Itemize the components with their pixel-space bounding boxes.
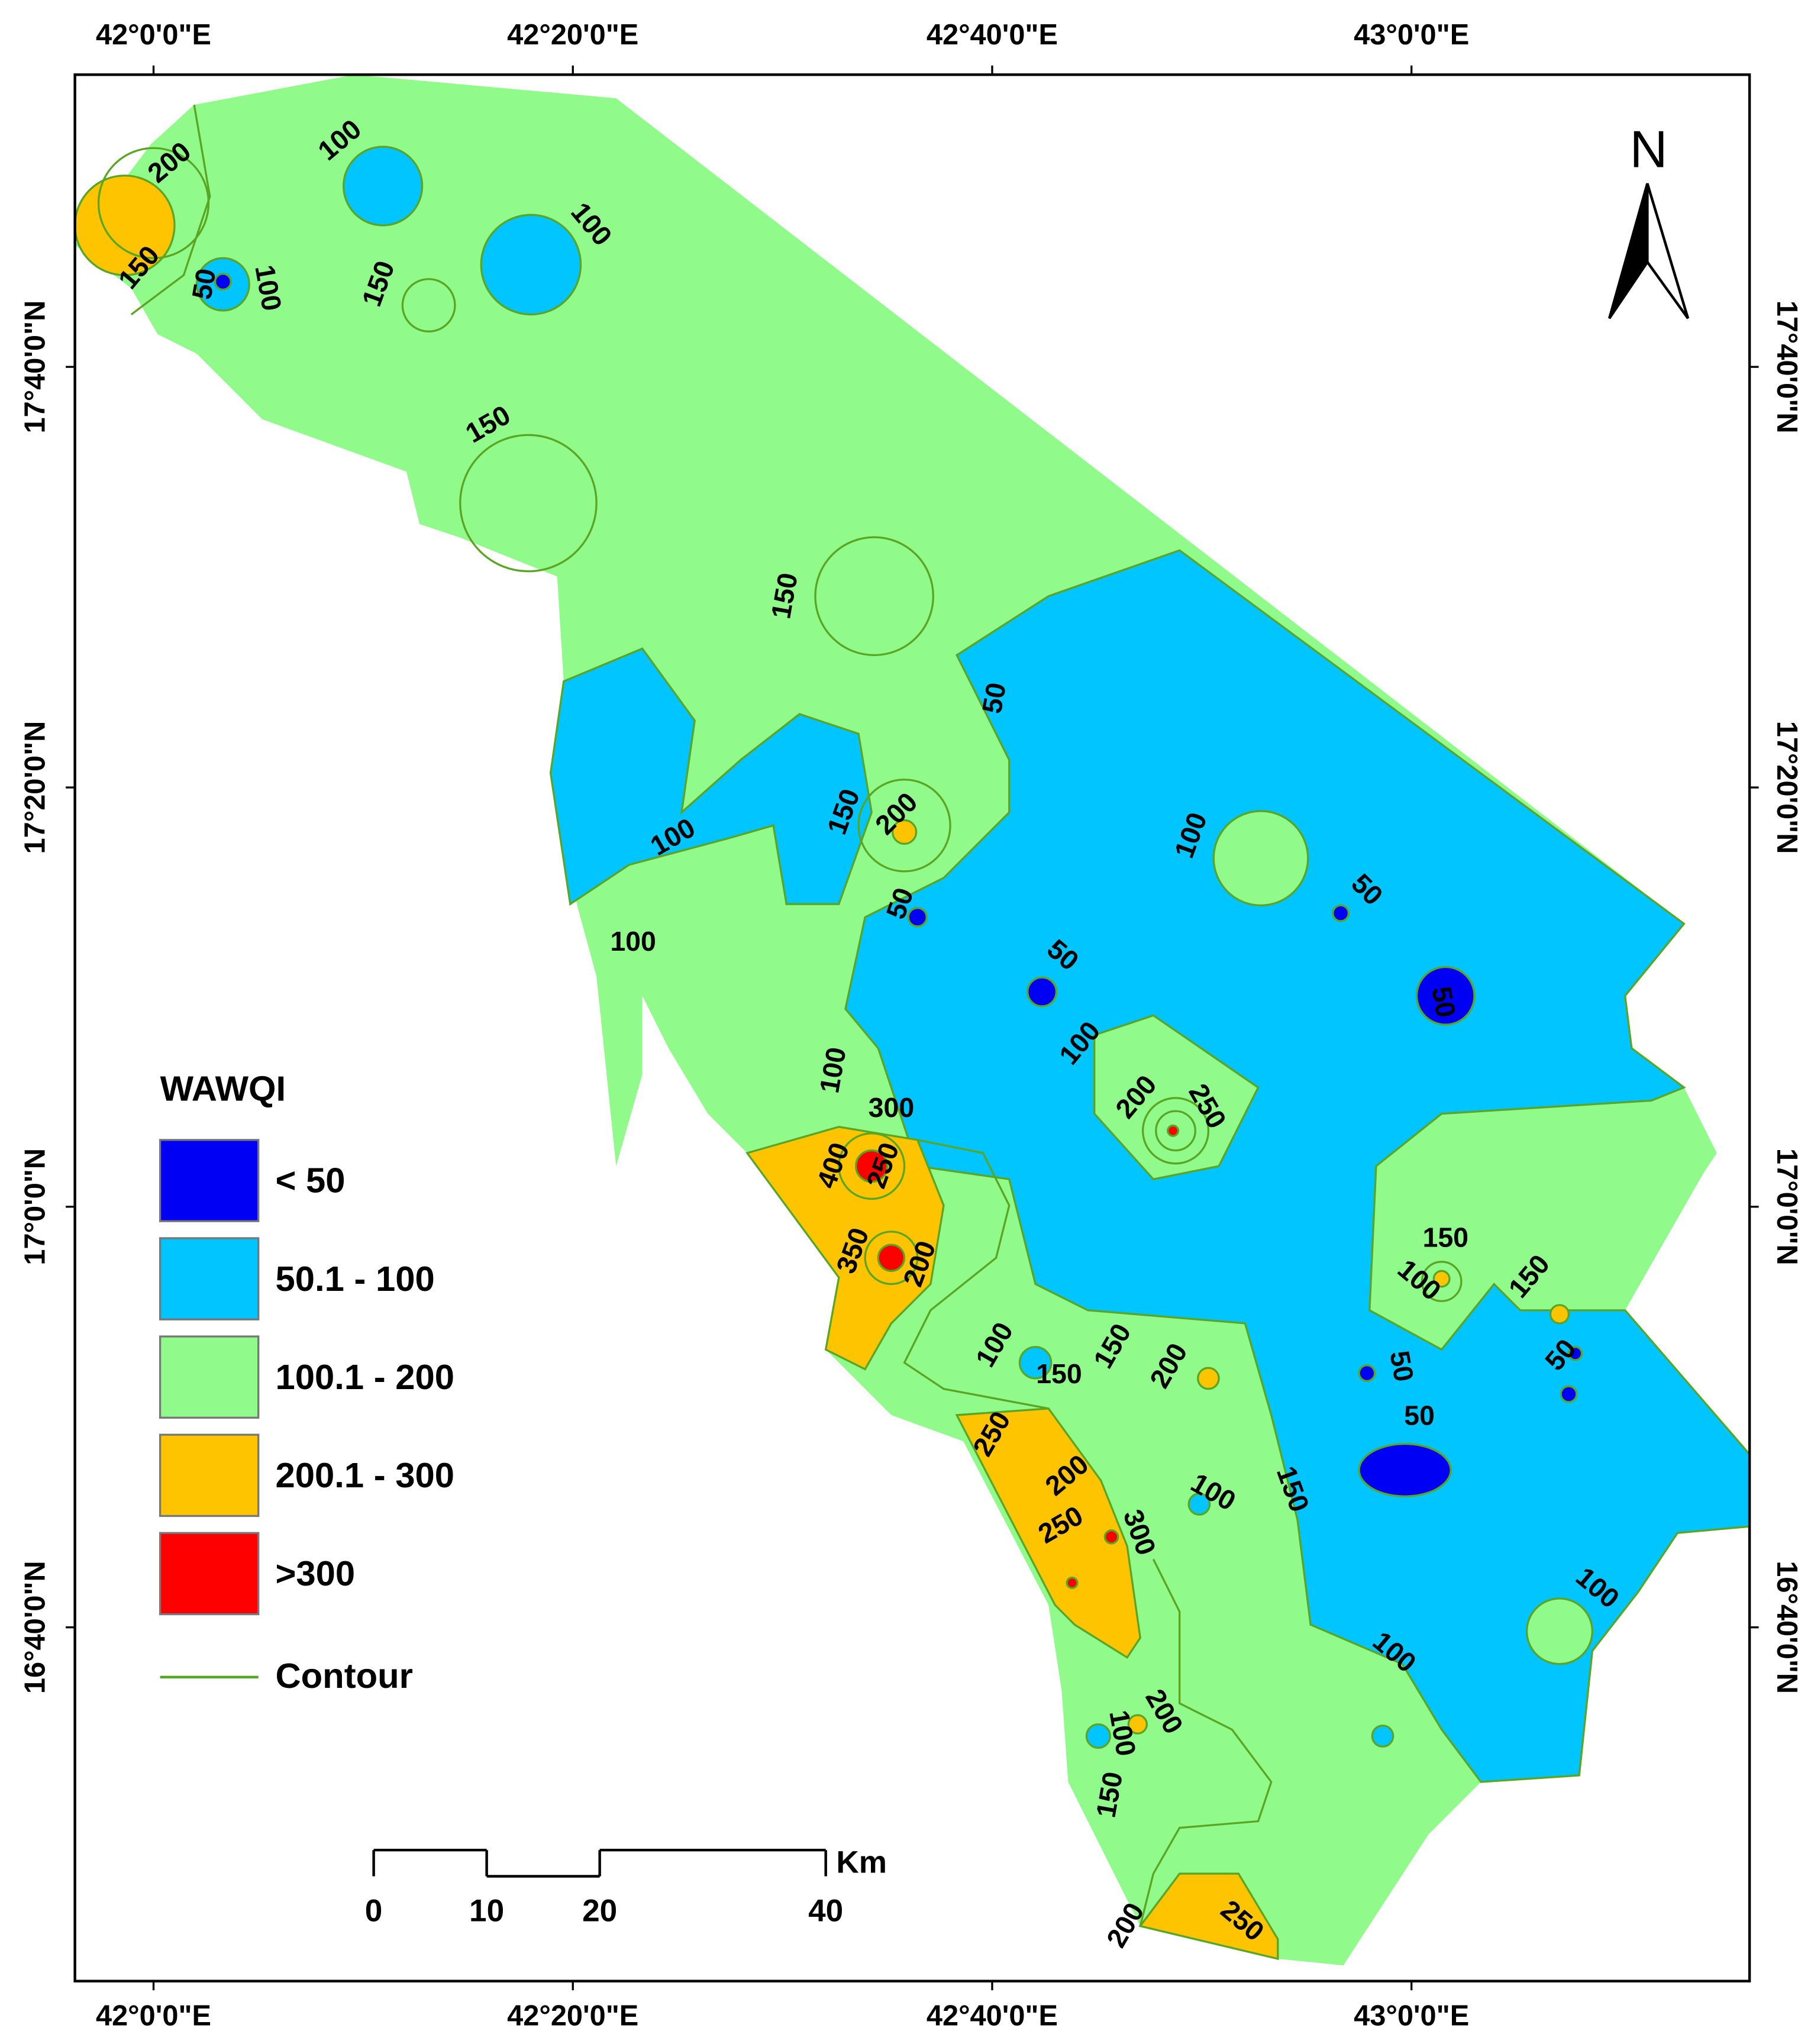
north-label: N [1630,120,1668,179]
contour-line [857,779,951,873]
region-class-1 [1567,1346,1583,1361]
right-axis-label: 17°0'0"N [1771,1148,1803,1265]
region-class-2 [1371,1725,1395,1748]
left-axis-label: 16°40'0"N [19,1561,51,1694]
region-class-1 [1415,966,1476,1026]
contour-line [1141,1097,1210,1165]
scale-bar-label: 10 [469,1894,504,1929]
region-class-5 [1167,1124,1180,1137]
region-class-2 [549,647,873,906]
region-class-5 [854,1149,889,1183]
region-class-4 [1138,1872,1279,1961]
right-axis-label: 17°20'0"N [1771,721,1803,854]
bottom-axis-label: 42°40'0"E [927,2000,1058,2032]
contour-label: 100 [249,263,288,313]
scale-bar-label: 20 [582,1894,617,1929]
region-class-4 [1549,1304,1570,1325]
region-class-1 [1358,1442,1452,1497]
region-class-1 [907,907,928,928]
region-class-1 [1358,1364,1376,1383]
legend-title: WAWQI [160,1069,286,1109]
legend-swatch [159,1433,260,1517]
region-class-5 [1103,1529,1119,1545]
map-shapes [73,75,1751,1966]
legend-label: >300 [275,1554,355,1593]
contour-label: 100 [1103,1708,1142,1758]
contour-label: 150 [1036,1358,1082,1389]
region-class-3 [1212,810,1309,907]
scale-bar-label: 0 [365,1894,383,1929]
legend-swatch [159,1532,260,1616]
legend-swatch [159,1139,260,1222]
legend-label: Contour [275,1656,412,1696]
region-class-2 [342,146,424,227]
bottom-axis-label: 43°0'0"E [1354,2000,1469,2032]
legend-swatch [159,1237,260,1320]
contour-label: 50 [1426,984,1461,1020]
region-class-2 [1187,1493,1211,1516]
region-class-4 [955,1407,1141,1659]
region-class-4 [891,819,918,845]
region-class-2 [1018,1346,1053,1380]
region-class-4 [1197,1367,1220,1390]
contour-label: 50 [1404,1400,1435,1431]
right-axis-label: 16°40'0"N [1771,1561,1803,1694]
contour-line [1421,1261,1463,1302]
region-class-4 [1432,1270,1451,1288]
contour-label: 50 [186,266,221,302]
contour-label: 50 [1384,1348,1419,1384]
contour-line [459,434,598,573]
legend-label: 50.1 - 100 [275,1259,434,1299]
region-class-4 [1127,1714,1148,1735]
region-class-2 [1085,1723,1111,1749]
contour-line [864,1231,919,1286]
region-class-1 [214,273,232,291]
bottom-axis-label: 42°20'0"E [507,2000,638,2032]
scale-bar-label: 40 [808,1894,843,1929]
legend-label: < 50 [275,1161,345,1200]
contour-line [401,278,456,332]
region-class-1 [1332,904,1350,922]
region-class-5 [1066,1576,1079,1589]
contour-label: 100 [610,926,656,957]
top-axis-label: 43°0'0"E [1354,19,1469,51]
legend-label: 200.1 - 300 [275,1455,454,1495]
region-class-5 [877,1244,906,1272]
contour-label: 150 [1422,1222,1468,1252]
left-axis-label: 17°40'0"N [19,301,51,434]
region-class-1 [1027,976,1058,1008]
legend-label: 100.1 - 200 [275,1357,454,1397]
bottom-axis-label: 42°0'0"E [96,2000,211,2032]
left-axis-label: 17°20'0"N [19,721,51,854]
region-class-2 [480,214,582,316]
contour-line [814,536,934,657]
contour-line [1139,1558,1273,1927]
top-axis-label: 42°40'0"E [927,19,1058,51]
north-arrow-right [1646,183,1690,319]
region-class-2 [844,549,1751,1783]
contour-line [838,1132,906,1200]
top-axis-label: 42°0'0"E [96,19,211,51]
region-class-1 [1560,1385,1578,1403]
contour-label: 300 [869,1092,915,1123]
top-axis-label: 42°20'0"E [507,19,638,51]
contour-line [903,1139,1049,1410]
legend-swatch [159,1335,260,1419]
map-frame [73,73,1751,1982]
contour-line [1155,1110,1196,1152]
region-class-3 [1525,1597,1593,1665]
contour-label: 50 [976,680,1012,716]
scale-bar-unit: Km [836,1845,887,1880]
left-axis-label: 17°0'0"N [19,1148,51,1265]
right-axis-label: 17°40'0"N [1771,301,1803,434]
contour-line [130,104,211,315]
